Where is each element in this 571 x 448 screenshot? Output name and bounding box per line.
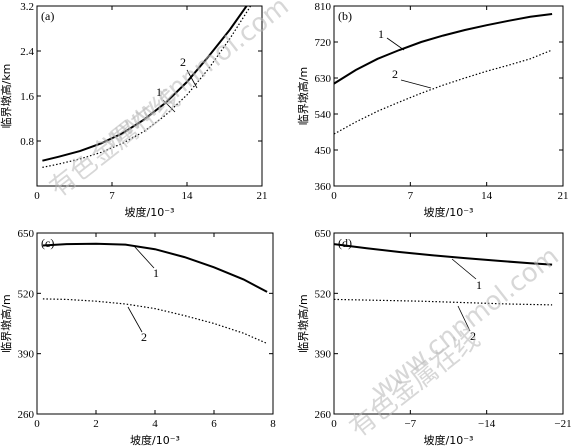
series-leader-line xyxy=(400,79,432,89)
panel-label: (b) xyxy=(338,9,352,23)
series-label-1: 1 xyxy=(378,27,384,41)
series-label-2: 2 xyxy=(392,67,398,81)
y-tick-label: 2.4 xyxy=(20,46,34,58)
series-label-1: 1 xyxy=(156,85,162,99)
plot-frame xyxy=(36,232,274,415)
series-line-2 xyxy=(334,298,553,306)
x-tick-label: 8 xyxy=(270,418,276,430)
series-label-1: 1 xyxy=(476,278,482,292)
y-tick-label: 1.6 xyxy=(20,91,34,103)
x-tick-label: 7 xyxy=(109,190,115,202)
y-axis-label: 临界墩高/km xyxy=(0,64,13,129)
x-tick-label: 4 xyxy=(152,418,158,430)
series-line-1 xyxy=(42,242,268,293)
x-tick-label: 0 xyxy=(331,418,337,430)
x-tick-label: 0 xyxy=(34,418,40,430)
y-tick-label: 260 xyxy=(18,409,35,421)
x-tick-label: 14 xyxy=(481,190,493,202)
y-tick-label: 360 xyxy=(315,181,332,193)
y-tick-label: 520 xyxy=(18,288,35,300)
y-tick-label: 390 xyxy=(315,349,332,361)
series-line-2 xyxy=(42,6,252,168)
series-leader-line xyxy=(457,305,471,332)
panel-label: (d) xyxy=(338,236,352,250)
panel-1: 0 7 14 21360450540630720810(b)坡度/10⁻³临界墩高/m… xyxy=(296,1,569,219)
y-tick-label: 650 xyxy=(18,228,35,240)
series-leader-line xyxy=(386,37,405,51)
x-tick-label: −14 xyxy=(478,418,496,430)
x-axis-label: 坡度/10⁻³ xyxy=(130,433,180,447)
y-tick-label: 810 xyxy=(315,1,332,13)
plot-frame xyxy=(333,5,564,187)
y-tick-label: 520 xyxy=(315,288,332,300)
series-line-1 xyxy=(42,6,248,162)
x-tick-label: 2 xyxy=(93,418,99,430)
series-leader-line xyxy=(127,306,143,333)
y-tick-label: 3.2 xyxy=(20,1,34,13)
x-tick-label: −21 xyxy=(554,418,571,430)
y-tick-label: 720 xyxy=(315,37,332,49)
y-tick-label: 540 xyxy=(315,109,332,121)
series-label-1: 1 xyxy=(153,266,159,280)
x-axis-label: 坡度/10⁻³ xyxy=(424,433,474,447)
x-tick-label: 7 xyxy=(408,190,414,202)
y-axis-label: 临界墩高/m xyxy=(296,294,310,352)
y-axis-label: 临界墩高/m xyxy=(0,294,13,352)
series-label-2: 2 xyxy=(141,330,147,344)
series-leader-line xyxy=(133,245,155,269)
series-label-2: 2 xyxy=(180,55,186,69)
series-line-2 xyxy=(334,49,553,135)
x-tick-label: 0 xyxy=(331,190,337,202)
panel-2: 0 2 4 6 8 260 390 520 650 (c) 坡度/10⁻³ 临界墩高/m 1 2 xyxy=(0,228,276,447)
x-tick-label: −7 xyxy=(404,418,416,430)
x-axis-label: 坡度/10⁻³ xyxy=(424,205,474,219)
series-leader-line xyxy=(162,99,176,113)
plot-frame xyxy=(333,232,564,415)
y-tick-label: 260 xyxy=(315,409,332,421)
y-axis-label: 临界墩高/m xyxy=(296,67,310,125)
x-tick-label: 21 xyxy=(558,190,569,202)
series-line-1 xyxy=(334,13,553,85)
series-line-1 xyxy=(334,243,553,266)
x-tick-label: 14 xyxy=(182,190,194,202)
series-label-2: 2 xyxy=(470,329,476,343)
y-tick-label: 0.8 xyxy=(20,136,34,148)
y-tick-label: 650 xyxy=(315,228,332,240)
x-tick-label: 6 xyxy=(211,418,217,430)
y-tick-label: 630 xyxy=(315,73,332,85)
x-tick-label: 21 xyxy=(257,190,268,202)
panel-label: (c) xyxy=(41,236,54,250)
panel-label: (a) xyxy=(41,9,54,23)
series-leader-line xyxy=(186,69,198,89)
x-tick-label: 0 xyxy=(34,190,40,202)
x-axis-label: 坡度/10⁻³ xyxy=(125,205,175,219)
y-tick-label: 390 xyxy=(18,349,35,361)
series-leader-line xyxy=(451,258,477,280)
panel-0: 0 7 14 21 0.8 1.6 2.4 3.2 (a) 坡度/10⁻³ 临界墩高/km 1 2 xyxy=(0,1,268,219)
series-line-2 xyxy=(42,298,268,345)
panel-3: 0 −7 −14 −21 260 390 520 650 (d) 坡度/10⁻³ 临界墩高/m 1 2 xyxy=(296,228,571,447)
y-tick-label: 450 xyxy=(315,145,332,157)
